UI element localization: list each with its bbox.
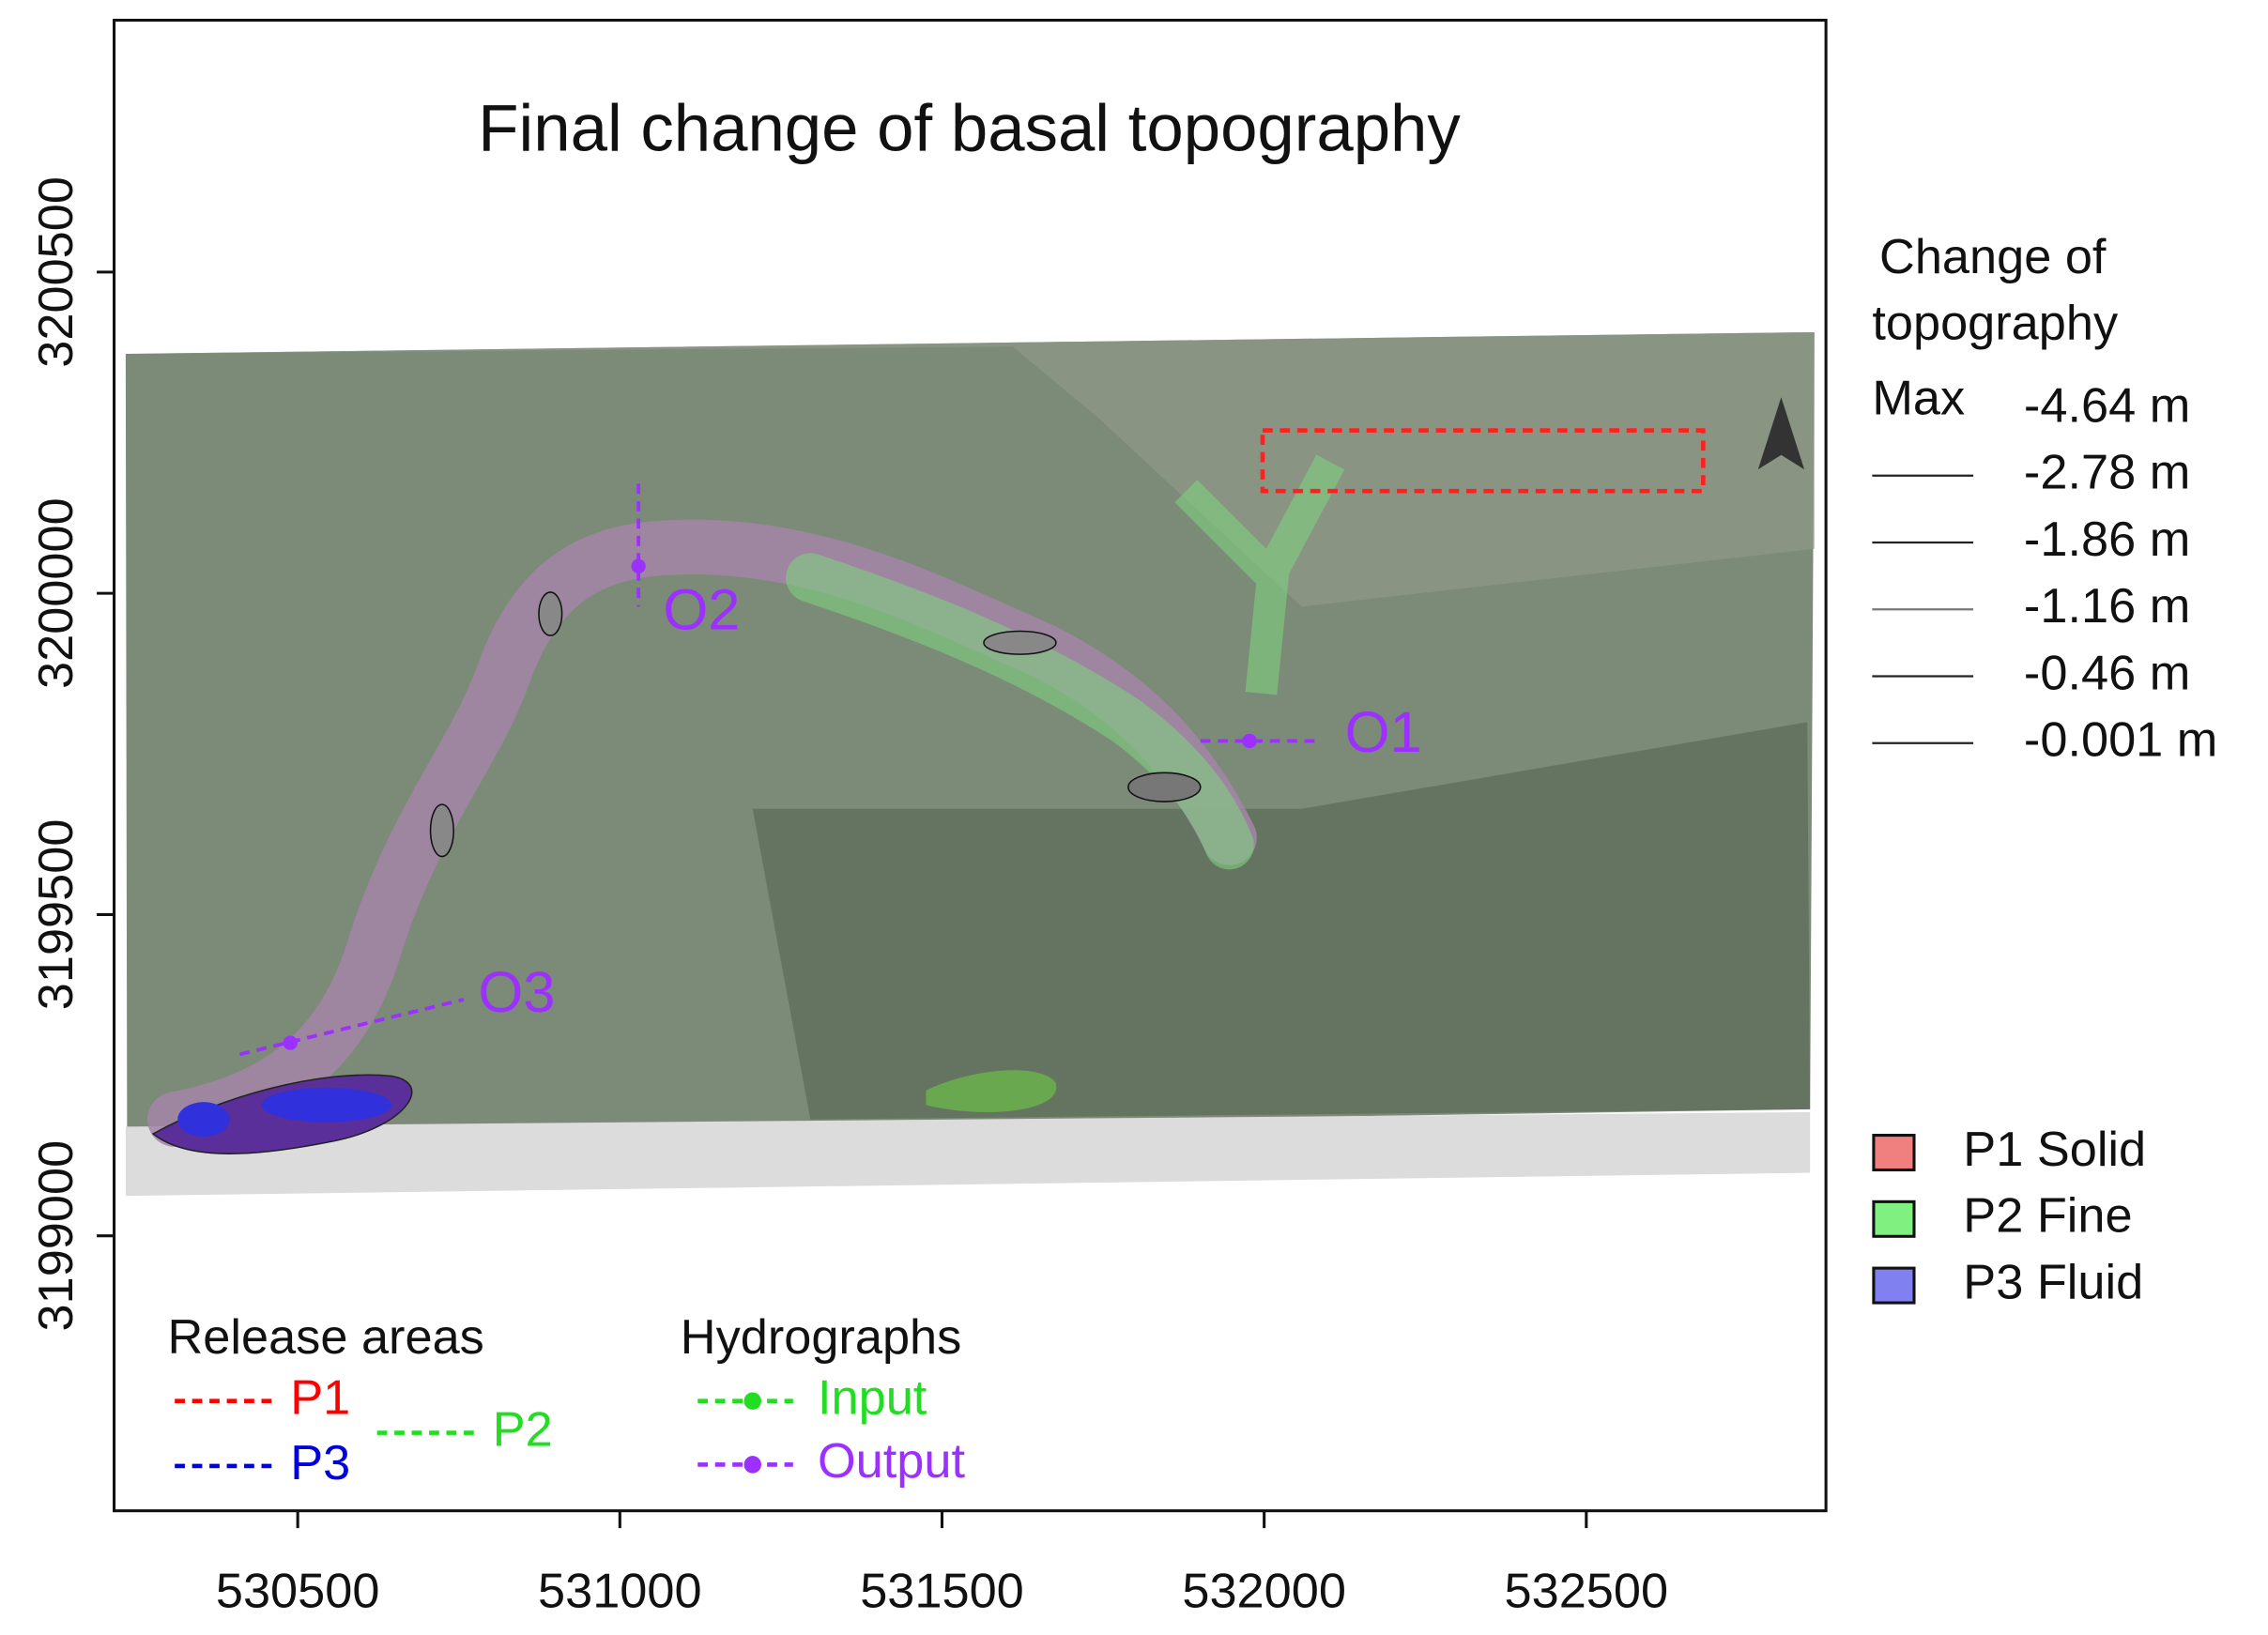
- release-label: P2: [493, 1402, 553, 1457]
- hydrograph-point: [631, 558, 646, 573]
- hydrograph-line: [238, 998, 465, 1057]
- hydrograph-key-dot: [743, 1456, 761, 1474]
- deposit-fluid: [177, 1102, 230, 1138]
- y-tick-label: 3200000: [29, 497, 84, 689]
- release-label: P3: [290, 1436, 350, 1490]
- legend-max: Max: [1872, 372, 1965, 426]
- outlet-label: O1: [1345, 700, 1422, 765]
- legend-title: Change of: [1879, 230, 2107, 284]
- x-tick-label: 531500: [860, 1565, 1024, 1619]
- release-title: Release areas: [167, 1310, 483, 1365]
- outlet-label: O2: [663, 577, 740, 642]
- deposit-fluid: [261, 1087, 392, 1123]
- outlet-label: O3: [478, 960, 555, 1025]
- release-area-p1: [1260, 428, 1706, 494]
- legend-level: -1.16 m: [2024, 579, 2190, 634]
- legend-level: -0.46 m: [2024, 646, 2190, 700]
- terrain: [125, 331, 1815, 607]
- x-tick-label: 531000: [538, 1565, 702, 1619]
- fine-flow: [786, 553, 1254, 870]
- hydrograph-point: [1242, 733, 1257, 749]
- fine-flow-branch: [1174, 454, 1345, 695]
- contour: [538, 591, 563, 636]
- x-tick-label: 530500: [216, 1565, 380, 1619]
- legend-level: -1.86 m: [2024, 512, 2190, 567]
- contour: [429, 803, 454, 858]
- legend-level: -4.64 m: [2024, 378, 2190, 433]
- hydrograph-key-dot: [743, 1392, 761, 1410]
- phase-swatch: [1872, 1134, 1916, 1172]
- hydrograph-label: Input: [818, 1371, 927, 1426]
- y-tick-label: 3199000: [29, 1140, 84, 1332]
- patch: [926, 1070, 1057, 1112]
- release-label: P1: [290, 1371, 350, 1426]
- phase-swatch: [1872, 1266, 1916, 1305]
- map: O1 O2 O3: [125, 331, 1815, 1197]
- hydrograph-label: Output: [818, 1434, 966, 1489]
- north-arrow: [1757, 397, 1805, 470]
- contour: [1127, 772, 1202, 802]
- contour: [983, 630, 1057, 655]
- y-tick-label: 3200500: [29, 176, 84, 368]
- phase-swatch: [1872, 1200, 1916, 1238]
- legend-level: -2.78 m: [2024, 446, 2190, 500]
- phase-label: P1 Solid: [1963, 1123, 2146, 1177]
- legend-level: -0.001 m: [2024, 713, 2217, 768]
- x-tick-label: 532500: [1505, 1565, 1669, 1619]
- plot-frame: [113, 19, 1828, 1513]
- hydrograph-point: [283, 1035, 298, 1050]
- y-tick-label: 3199500: [29, 819, 84, 1011]
- phase-label: P3 Fluid: [1963, 1255, 2143, 1309]
- x-tick-label: 532000: [1182, 1565, 1346, 1619]
- forest: [752, 722, 1811, 1120]
- title: Final change of basal topography: [478, 90, 1461, 164]
- phase-label: P2 Fine: [1963, 1189, 2132, 1244]
- no-data-strip: [125, 1111, 1811, 1197]
- hydrograph-title: Hydrographs: [681, 1310, 962, 1365]
- legend-title: topography: [1872, 297, 2119, 351]
